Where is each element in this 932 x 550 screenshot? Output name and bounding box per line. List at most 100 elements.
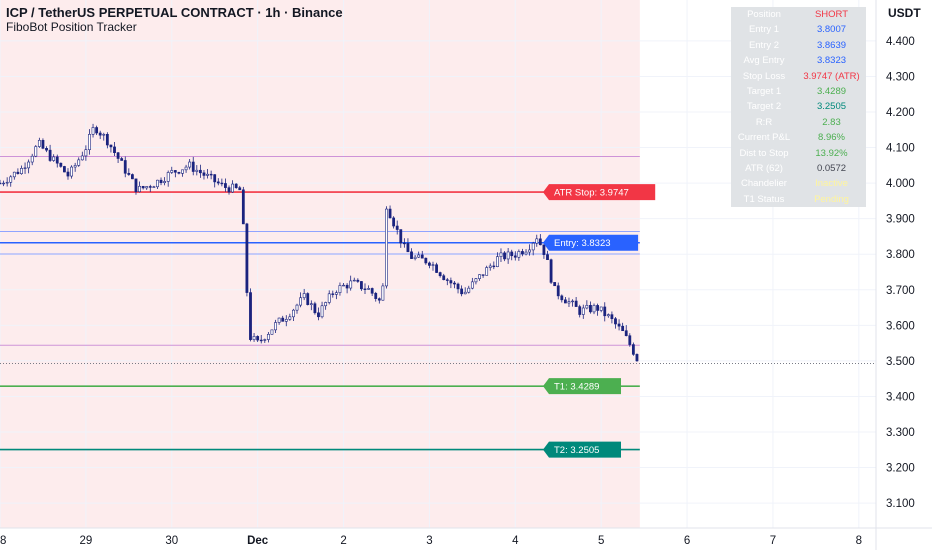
- candle: [345, 284, 349, 289]
- candle: [399, 229, 403, 244]
- table-key: Position: [747, 9, 781, 20]
- candle: [567, 301, 571, 304]
- y-tick-label: 3.800: [886, 249, 915, 261]
- candle: [184, 166, 188, 171]
- candle: [127, 172, 131, 175]
- candle: [313, 303, 317, 314]
- x-tick-label: 29: [79, 535, 92, 547]
- candle: [392, 217, 396, 227]
- candle: [9, 176, 13, 183]
- table-value: 8.96%: [818, 132, 845, 144]
- candle: [599, 306, 603, 311]
- candle: [538, 238, 542, 246]
- candle: [131, 174, 134, 180]
- candle: [163, 181, 167, 184]
- candle: [445, 279, 449, 281]
- candle: [467, 287, 471, 293]
- x-tick-label: Dec: [247, 535, 269, 547]
- candle: [402, 242, 406, 245]
- candle: [37, 140, 41, 147]
- table-row: Current P&L 8.96%: [731, 130, 866, 145]
- candle: [195, 169, 199, 172]
- candle: [102, 134, 106, 136]
- y-tick-label: 4.200: [886, 107, 915, 119]
- candle: [5, 181, 9, 184]
- candle: [624, 330, 628, 337]
- candle: [105, 134, 109, 146]
- candle: [478, 274, 481, 279]
- y-tick-label: 4.400: [886, 36, 915, 48]
- candle: [309, 303, 313, 305]
- candle: [377, 298, 381, 301]
- candle: [288, 316, 292, 320]
- table-value: Inactive: [815, 178, 848, 190]
- level-tag-label: T1: 3.4289: [554, 382, 599, 393]
- candle: [463, 291, 467, 295]
- level-tag: [543, 441, 621, 458]
- candle: [66, 171, 70, 177]
- candle: [410, 251, 413, 259]
- candle: [30, 155, 34, 163]
- table-row: Target 2 3.2505: [731, 99, 866, 114]
- table-row: Avg Entry 3.8323: [731, 53, 866, 68]
- candle: [113, 146, 116, 154]
- y-tick-label: 3.400: [886, 391, 915, 403]
- x-tick-label: 30: [165, 535, 178, 547]
- candle: [138, 185, 141, 193]
- table-row: Chandelier Inactive: [731, 176, 866, 191]
- candle: [499, 252, 503, 257]
- candle: [141, 185, 145, 189]
- table-key: T1 Status: [743, 193, 785, 205]
- table-key: R:R: [755, 116, 773, 128]
- candle: [513, 255, 517, 258]
- table-value: 3.8007: [816, 24, 847, 36]
- chart-title: ICP / TetherUS PERPETUAL CONTRACT · 1h ·…: [6, 5, 343, 20]
- y-tick-label: 3.600: [886, 320, 915, 332]
- y-tick-label: 4.300: [886, 71, 915, 83]
- x-tick-label: 5: [598, 535, 604, 547]
- y-tick-label: 3.300: [886, 427, 915, 439]
- candle: [295, 304, 299, 311]
- candle: [614, 318, 617, 325]
- candle: [413, 256, 417, 259]
- x-tick-label: 3: [426, 535, 432, 547]
- candle: [266, 334, 270, 340]
- candle: [166, 172, 170, 182]
- table-key: Target 1: [746, 85, 782, 97]
- candle: [148, 186, 152, 188]
- candle: [231, 183, 234, 193]
- table-value: 3.9747 (ATR): [803, 70, 860, 82]
- level-tag: [543, 234, 639, 251]
- y-tick-label: 4.000: [886, 178, 915, 190]
- table-key: Entry 1: [748, 24, 780, 36]
- level-tag-label: Entry: 3.8323: [554, 238, 611, 249]
- y-tick-label: 3.500: [886, 356, 915, 368]
- candle: [496, 256, 499, 267]
- candle: [249, 292, 252, 340]
- table-value: 0.0572: [816, 162, 847, 174]
- y-tick-label: 3.100: [886, 498, 915, 510]
- candle: [59, 162, 63, 167]
- candle: [52, 156, 56, 161]
- candle: [610, 314, 614, 320]
- table-row: ATR (62) 0.0572: [731, 161, 866, 176]
- candle: [510, 251, 514, 257]
- candle: [395, 225, 399, 230]
- candle: [306, 293, 310, 305]
- candle: [424, 257, 428, 264]
- candle: [342, 284, 345, 287]
- price-unit: USDT: [888, 6, 921, 20]
- candle: [156, 179, 159, 188]
- indicator-name: FiboBot Position Tracker: [6, 20, 137, 34]
- candle: [503, 252, 506, 260]
- table-key: Chandelier: [741, 178, 787, 190]
- candle: [428, 262, 431, 266]
- candle: [213, 174, 217, 183]
- candle: [259, 339, 263, 342]
- candle: [181, 169, 184, 174]
- table-key: Avg Entry: [743, 55, 785, 67]
- candle: [431, 264, 435, 266]
- candle: [23, 167, 27, 169]
- candle: [41, 140, 45, 149]
